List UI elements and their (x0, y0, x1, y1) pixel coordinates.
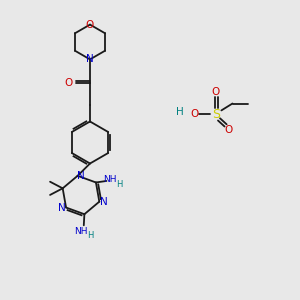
Text: H: H (116, 180, 122, 189)
Text: N: N (77, 171, 85, 181)
Text: N: N (100, 197, 108, 207)
Text: N: N (86, 54, 94, 64)
Text: NH: NH (74, 227, 88, 236)
Text: O: O (190, 109, 199, 119)
Text: O: O (212, 87, 220, 98)
Text: O: O (224, 124, 233, 135)
Text: NH: NH (103, 175, 117, 184)
Text: O: O (64, 78, 72, 88)
Text: O: O (86, 20, 94, 30)
Text: H: H (87, 231, 94, 240)
Text: H: H (176, 106, 183, 117)
Text: N: N (58, 202, 65, 212)
Text: S: S (212, 107, 220, 121)
